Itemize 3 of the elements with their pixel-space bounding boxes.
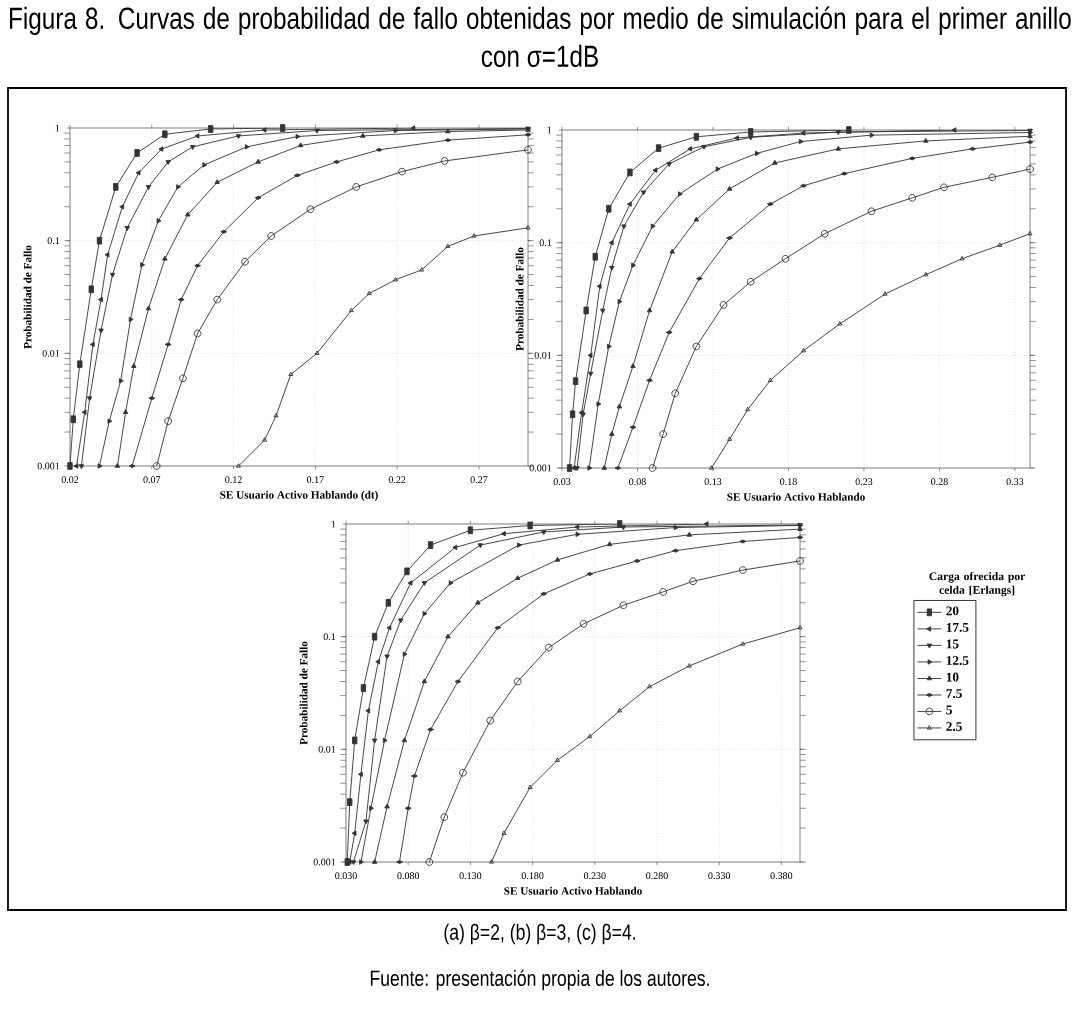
chart-title: Figura 8. Curvas de probabilidad de fallo obtenidas por medio de simulación para el primer anillo con σ=1dB	[10, 6, 1071, 68]
source-note: Fuente: presentación propia de los autores.	[370, 969, 709, 991]
text: (a) β=2, (b) β=3, (c) β=4.	[444, 923, 636, 945]
